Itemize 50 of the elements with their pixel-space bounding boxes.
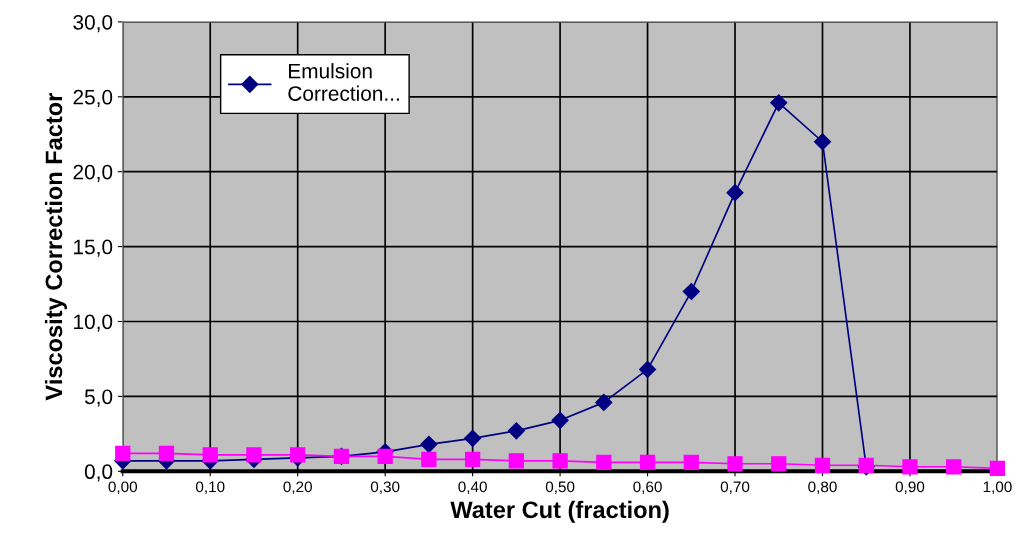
x-axis-title: Water Cut (fraction)	[450, 500, 669, 523]
point	[508, 453, 524, 469]
point	[115, 445, 131, 461]
x-tick-label: 0,00	[108, 481, 138, 495]
x-tick-label: 0,90	[895, 481, 925, 495]
point	[989, 460, 1006, 476]
point	[246, 447, 262, 463]
x-tick-label: 0,40	[458, 481, 487, 495]
point	[158, 445, 175, 461]
point	[902, 459, 918, 475]
point	[464, 451, 481, 467]
x-tick-label: 0,50	[545, 481, 575, 495]
point	[639, 454, 656, 470]
point	[770, 94, 788, 112]
legend-label: Emulsion Correction...	[288, 63, 399, 101]
point	[726, 184, 744, 202]
point	[420, 435, 438, 453]
y-tick-label: 5,0	[84, 389, 113, 407]
x-tick-label: 0,30	[370, 481, 400, 495]
y-tick-label: 0,0	[84, 464, 113, 482]
point	[552, 453, 568, 469]
x-tick-label: 0,60	[633, 481, 662, 495]
point	[771, 456, 787, 472]
point	[727, 456, 743, 472]
point	[202, 447, 218, 463]
point	[507, 422, 525, 440]
point	[595, 393, 613, 411]
point	[551, 411, 569, 429]
x-tick-label: 1,00	[983, 481, 1012, 495]
y-tick-label: 15,0	[74, 239, 113, 257]
point	[421, 451, 437, 467]
y-tick-label: 30,0	[73, 14, 113, 33]
point	[946, 459, 962, 475]
point	[813, 133, 832, 151]
y-axis-title: Viscosity Correction Factor	[44, 92, 67, 401]
point	[290, 447, 306, 463]
point	[377, 448, 393, 464]
y-tick-label: 25,0	[73, 89, 113, 108]
point	[464, 429, 482, 447]
point	[683, 454, 699, 470]
y-tick-label: 20,0	[73, 164, 113, 182]
x-tick-label: 0,80	[808, 481, 837, 495]
point	[814, 457, 831, 473]
x-tick-label: 0,70	[720, 481, 750, 495]
point	[639, 360, 657, 378]
x-tick-label: 0,10	[195, 481, 225, 495]
point	[596, 454, 612, 470]
point	[682, 282, 700, 301]
y-tick-label: 10,0	[74, 314, 113, 332]
x-tick-label: 0,20	[283, 481, 312, 495]
